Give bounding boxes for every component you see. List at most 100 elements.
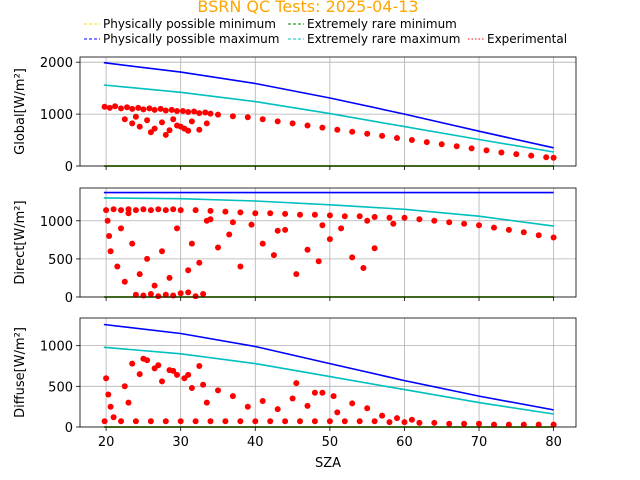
data-point xyxy=(174,108,180,114)
data-point xyxy=(364,405,371,412)
data-point xyxy=(491,421,497,428)
data-point xyxy=(226,231,233,238)
data-point xyxy=(394,135,400,141)
axes-frame xyxy=(79,187,577,298)
data-point xyxy=(174,371,180,378)
data-point xyxy=(132,113,139,120)
panel-3: 0 500 1000 20 30 40 50 60 70 80 Diffuse[W/m²] xyxy=(13,317,577,450)
x-tick-label: 70 xyxy=(471,435,488,450)
legend-label: Experimental xyxy=(487,32,567,46)
data-point xyxy=(170,206,177,213)
data-point xyxy=(311,211,318,218)
data-point xyxy=(483,147,490,154)
data-point xyxy=(438,141,445,148)
data-point xyxy=(248,221,255,228)
data-point xyxy=(106,104,113,111)
series-line-rare-max xyxy=(103,84,554,153)
data-point xyxy=(140,292,147,299)
data-point xyxy=(114,263,121,270)
x-tick-label: 40 xyxy=(247,435,264,450)
data-point xyxy=(394,415,400,422)
data-point xyxy=(159,119,165,126)
data-point xyxy=(356,213,363,220)
data-point xyxy=(177,418,184,425)
x-tick-label: 30 xyxy=(172,435,189,450)
y-axis-label: Direct[W/m²] xyxy=(13,200,28,284)
data-point xyxy=(162,131,169,138)
data-point xyxy=(319,222,326,229)
data-point xyxy=(207,110,214,117)
data-point xyxy=(423,139,430,146)
data-point xyxy=(461,420,468,427)
data-point xyxy=(326,212,333,219)
data-point xyxy=(364,130,371,137)
y-tick-label: 0 xyxy=(65,291,73,306)
data-point xyxy=(179,108,186,114)
legend-entry: Physically possible maximum xyxy=(84,32,279,46)
data-point xyxy=(297,418,303,425)
y-tick-label: 1000 xyxy=(40,215,73,230)
data-point xyxy=(274,118,281,125)
data-point xyxy=(146,105,153,112)
axes-frame xyxy=(79,56,577,167)
data-point xyxy=(408,416,415,423)
data-point xyxy=(311,418,318,425)
axes-frame xyxy=(79,317,577,428)
data-point xyxy=(105,391,112,398)
data-point xyxy=(166,127,173,134)
data-point xyxy=(185,267,192,274)
data-point xyxy=(379,412,386,419)
data-point xyxy=(431,217,438,224)
data-point xyxy=(550,234,557,241)
data-point xyxy=(416,216,423,223)
data-point xyxy=(107,248,114,255)
data-point xyxy=(416,419,423,426)
data-point xyxy=(244,114,251,121)
data-point xyxy=(129,105,136,112)
data-point xyxy=(267,418,274,425)
data-point xyxy=(390,220,397,227)
data-point xyxy=(185,109,192,115)
data-point xyxy=(147,129,154,136)
data-point xyxy=(170,116,177,123)
data-point xyxy=(185,289,192,296)
data-point xyxy=(379,132,386,139)
y-tick-label: 1000 xyxy=(40,340,73,355)
data-point xyxy=(207,418,214,425)
data-point xyxy=(151,106,158,113)
data-point xyxy=(476,420,482,427)
data-point xyxy=(364,217,371,224)
data-point xyxy=(229,113,236,120)
data-point xyxy=(401,419,408,426)
data-point xyxy=(252,418,259,425)
data-point xyxy=(174,225,180,232)
data-point xyxy=(159,378,165,385)
data-point xyxy=(360,265,367,271)
data-point xyxy=(349,400,356,407)
data-point xyxy=(293,380,300,387)
data-point xyxy=(203,120,210,127)
data-point xyxy=(162,418,169,425)
data-point xyxy=(104,217,111,224)
data-point xyxy=(110,206,117,213)
data-point xyxy=(106,233,113,239)
legend-label: Physically possible minimum xyxy=(103,17,276,31)
data-point xyxy=(207,207,214,214)
data-point xyxy=(196,126,203,133)
data-point xyxy=(282,226,289,233)
data-point xyxy=(270,252,277,259)
data-point xyxy=(550,154,557,161)
data-point xyxy=(192,207,199,214)
data-point xyxy=(155,293,162,299)
data-point xyxy=(185,127,192,134)
data-point xyxy=(140,355,147,362)
data-point xyxy=(147,418,154,425)
data-point xyxy=(244,403,251,410)
data-point xyxy=(202,109,209,116)
data-point xyxy=(293,271,300,278)
data-point xyxy=(159,248,165,255)
data-point xyxy=(446,420,453,427)
data-point xyxy=(229,393,236,400)
plot-area xyxy=(101,323,557,428)
data-point xyxy=(121,278,128,285)
